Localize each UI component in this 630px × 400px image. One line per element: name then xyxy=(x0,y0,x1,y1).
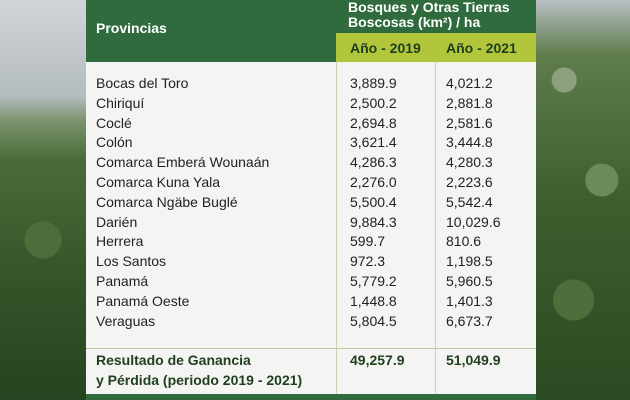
header-cell: Bosques y Otras Tierras Boscosas (km²) /… xyxy=(336,0,536,33)
province-name: Comarca Kuna Yala xyxy=(96,174,220,190)
footer-band xyxy=(86,394,536,400)
province-name: Herrera xyxy=(96,233,144,250)
province-name: Los Santos xyxy=(96,253,167,270)
forest-value: 2,581.6 xyxy=(446,114,493,131)
header-group: Boscosas (km²) / ha xyxy=(348,14,481,30)
province-name: Panamá Oeste xyxy=(96,292,190,309)
divider xyxy=(435,62,436,395)
forest-value: 2,223.6 xyxy=(446,174,493,190)
forest-value: 1,448.8 xyxy=(350,292,397,309)
province-name: Chiriquí xyxy=(96,94,145,111)
total-value: 51,049.9 xyxy=(446,352,501,368)
header-cell: Provincias xyxy=(86,0,336,62)
year-label: Año - 2019 xyxy=(350,40,421,56)
forest-value: 3,444.8 xyxy=(446,134,493,151)
province-name: Panamá xyxy=(96,273,149,289)
forest-value: 1,198.5 xyxy=(446,253,493,270)
forest-value: 10,029.6 xyxy=(446,213,501,230)
forest-value: 4,286.3 xyxy=(350,154,397,171)
header-group: Bosques y Otras Tierras xyxy=(348,0,510,15)
forest-value: 5,960.5 xyxy=(446,273,493,289)
total-label: y Pérdida (periodo 2019 - 2021) xyxy=(96,372,303,388)
forest-value: 5,542.4 xyxy=(446,193,493,210)
divider xyxy=(336,62,337,395)
province-name: Veraguas xyxy=(96,312,156,329)
forest-value: 5,779.2 xyxy=(350,273,397,289)
province-name: Darién xyxy=(96,213,138,230)
table: Provincias Bosques y Otras Tierras Bosco… xyxy=(86,0,536,400)
forest-value: 9,884.3 xyxy=(350,213,397,230)
header-title: Provincias xyxy=(96,20,167,36)
forest-value: 3,621.4 xyxy=(350,134,397,151)
forest-value: 4,280.3 xyxy=(446,154,493,171)
forest-value: 2,500.2 xyxy=(350,94,397,111)
forest-value: 599.7 xyxy=(350,233,386,250)
divider xyxy=(86,348,536,349)
forest-value: 6,673.7 xyxy=(446,312,493,329)
forest-value: 5,500.4 xyxy=(350,193,397,210)
forest-value: 2,276.0 xyxy=(350,174,397,190)
total-value: 49,257.9 xyxy=(350,352,405,368)
province-name: Bocas del Toro xyxy=(96,75,189,91)
forest-value: 5,804.5 xyxy=(350,312,397,329)
total-label: Resultado de Ganancia xyxy=(96,352,251,368)
background-left xyxy=(0,0,86,400)
forest-value: 4,021.2 xyxy=(446,75,493,91)
forest-value: 3,889.9 xyxy=(350,75,397,91)
province-name: Coclé xyxy=(96,114,132,131)
background-right xyxy=(536,0,630,400)
province-name: Colón xyxy=(96,134,133,151)
province-name: Comarca Ngäbe Buglé xyxy=(96,193,238,210)
forest-value: 2,881.8 xyxy=(446,94,493,111)
subheader: Año - 2019 Año - 2021 xyxy=(336,33,536,62)
forest-value: 972.3 xyxy=(350,253,386,270)
forest-value: 2,694.8 xyxy=(350,114,397,131)
province-name: Comarca Emberá Wounaán xyxy=(96,154,270,171)
forest-value: 810.6 xyxy=(446,233,482,250)
year-label: Año - 2021 xyxy=(446,40,517,56)
forest-value: 1,401.3 xyxy=(446,292,493,309)
